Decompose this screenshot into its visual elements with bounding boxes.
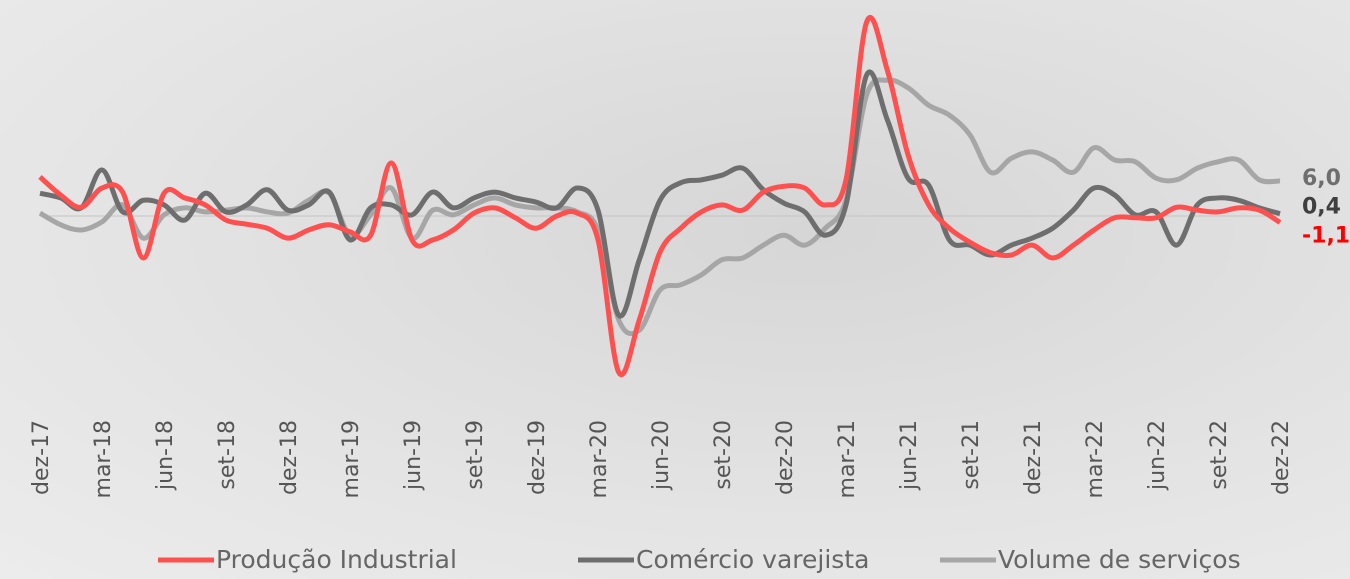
x-tick-label: jun-18 bbox=[153, 420, 178, 491]
end-label: 6,0 bbox=[1302, 166, 1341, 191]
x-tick-label: set-20 bbox=[711, 420, 736, 490]
x-tick-label: set-22 bbox=[1207, 420, 1232, 490]
x-tick-label: jun-22 bbox=[1145, 420, 1170, 491]
x-tick-label: mar-18 bbox=[91, 420, 116, 498]
x-tick-label: set-19 bbox=[463, 420, 488, 490]
x-tick-label: set-18 bbox=[215, 420, 240, 490]
x-tick-label: set-21 bbox=[959, 420, 984, 490]
series-line bbox=[38, 15, 1282, 378]
end-label: 0,4 bbox=[1302, 195, 1341, 220]
series-line bbox=[39, 69, 1281, 319]
legend-label: Comércio varejista bbox=[636, 545, 869, 574]
legend-label: Volume de serviços bbox=[998, 545, 1241, 574]
x-tick-label: dez-20 bbox=[773, 420, 798, 495]
x-tick-label: mar-21 bbox=[835, 420, 860, 498]
x-tick-label: jun-20 bbox=[649, 420, 674, 491]
x-tick-label: dez-21 bbox=[1021, 420, 1046, 495]
x-tick-label: mar-22 bbox=[1083, 420, 1108, 498]
x-tick-label: mar-20 bbox=[587, 420, 612, 498]
end-label: -1,1 bbox=[1302, 223, 1350, 248]
x-tick-label: dez-17 bbox=[29, 420, 54, 495]
x-tick-label: jun-21 bbox=[897, 420, 922, 491]
x-tick-label: jun-19 bbox=[401, 420, 426, 491]
legend-label: Produção Industrial bbox=[216, 545, 457, 574]
series-line bbox=[38, 77, 1281, 337]
x-tick-label: mar-19 bbox=[339, 420, 364, 498]
x-tick-label: dez-18 bbox=[277, 420, 302, 495]
x-tick-label: dez-19 bbox=[525, 420, 550, 495]
x-tick-label: dez-22 bbox=[1269, 420, 1294, 495]
